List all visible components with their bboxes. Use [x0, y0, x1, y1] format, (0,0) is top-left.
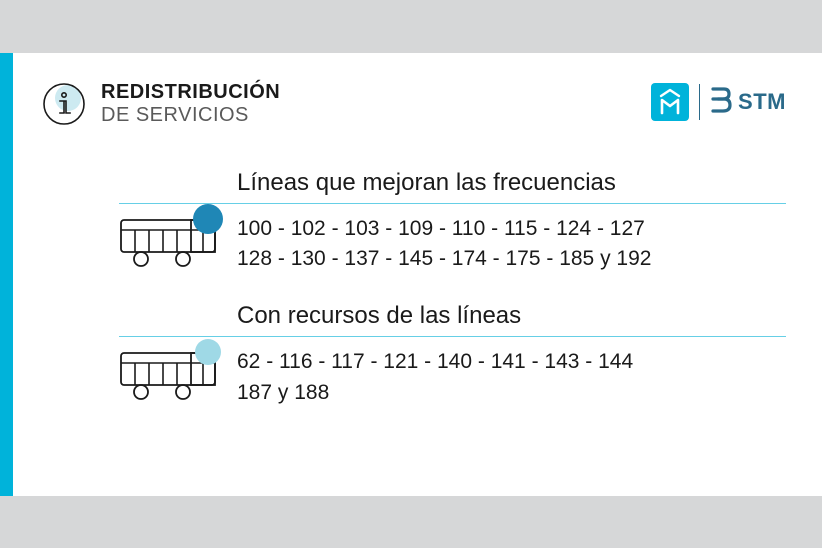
info-icon [41, 81, 87, 127]
title-text: REDISTRIBUCIÓN DE SERVICIOS [101, 81, 280, 127]
section-improved: Líneas que mejoran las frecuencias [119, 169, 786, 275]
stm-label: STM [738, 89, 786, 115]
info-card: REDISTRIBUCIÓN DE SERVICIOS [0, 53, 822, 496]
content-area: REDISTRIBUCIÓN DE SERVICIOS [13, 53, 822, 496]
section-body: 100 - 102 - 103 - 109 - 110 - 115 - 124 … [119, 214, 786, 275]
lines-list: 62 - 116 - 117 - 121 - 140 - 141 - 143 -… [237, 347, 633, 408]
title-line2: DE SERVICIOS [101, 104, 280, 127]
lines-row: 187 y 188 [237, 378, 633, 408]
title-line1: REDISTRIBUCIÓN [101, 81, 280, 104]
section-resources: Con recursos de las líneas [119, 302, 786, 408]
section-title: Líneas que mejoran las frecuencias [119, 169, 786, 204]
lines-row: 62 - 116 - 117 - 121 - 140 - 141 - 143 -… [237, 347, 633, 377]
sections: Líneas que mejoran las frecuencias [119, 169, 786, 409]
bus-accent-circle [193, 204, 223, 234]
lines-row: 100 - 102 - 103 - 109 - 110 - 115 - 124 … [237, 214, 651, 244]
title-block: REDISTRIBUCIÓN DE SERVICIOS [41, 81, 280, 127]
section-title: Con recursos de las líneas [119, 302, 786, 337]
lines-list: 100 - 102 - 103 - 109 - 110 - 115 - 124 … [237, 214, 651, 275]
bus-icon-wrap [119, 214, 219, 268]
logo-divider [699, 84, 700, 120]
logos: STM [651, 83, 786, 121]
logo-montevideo-icon [651, 83, 689, 121]
stm-mark-icon [710, 85, 732, 119]
lines-row: 128 - 130 - 137 - 145 - 174 - 175 - 185 … [237, 244, 651, 274]
section-body: 62 - 116 - 117 - 121 - 140 - 141 - 143 -… [119, 347, 786, 408]
bus-icon-wrap [119, 347, 219, 401]
accent-bar [0, 53, 13, 496]
header: REDISTRIBUCIÓN DE SERVICIOS [41, 81, 786, 127]
logo-stm: STM [710, 85, 786, 119]
